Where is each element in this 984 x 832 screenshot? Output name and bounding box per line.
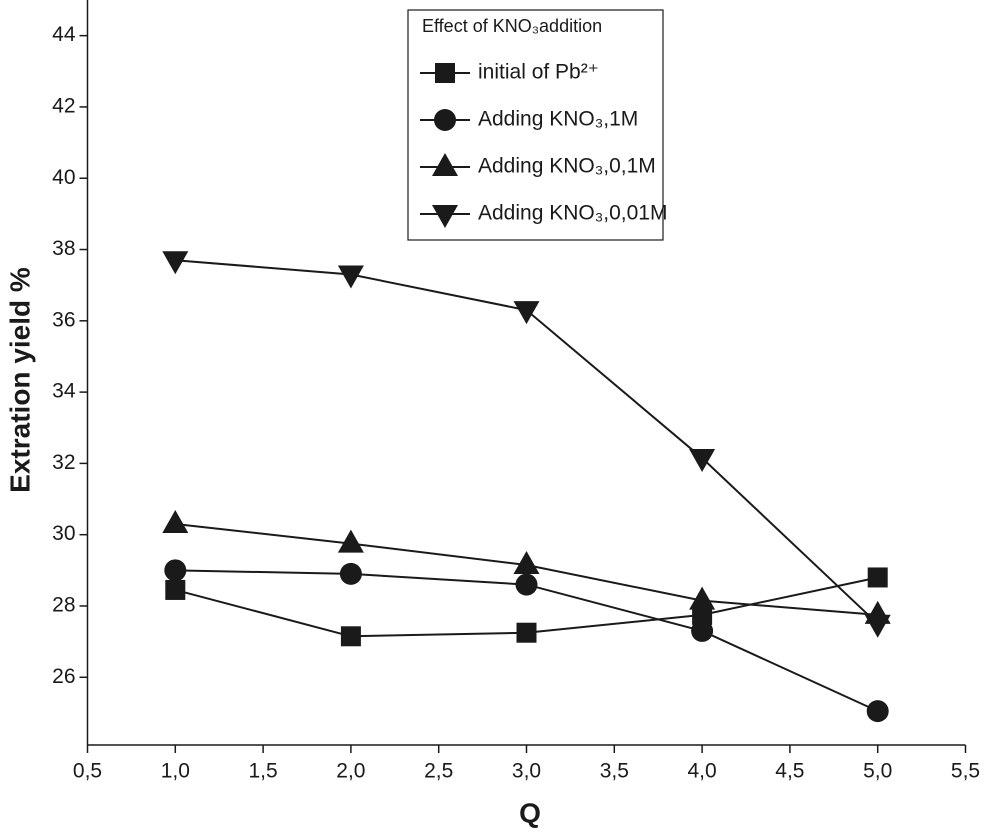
x-tick-label: 2,5 [424,760,453,783]
x-tick-label: 3,0 [512,760,541,783]
marker [513,550,540,574]
marker [691,619,714,642]
legend-label: Adding KNO₃,0,01M [478,202,667,225]
marker [513,301,540,325]
x-axis-label: Q [519,797,541,828]
x-tick-label: 1,0 [161,760,190,783]
x-tick-label: 4,5 [775,760,804,783]
x-tick-label: 2,0 [336,760,365,783]
y-tick-label: 42 [52,94,75,117]
marker [864,614,891,638]
legend-label: Adding KNO₃,0,1M [478,155,656,178]
marker [162,251,189,275]
y-tick-label: 38 [52,237,75,260]
y-tick-label: 40 [52,166,75,189]
marker [867,567,888,588]
x-tick-label: 5,0 [863,760,892,783]
legend-marker [432,153,458,176]
marker [689,586,716,610]
marker [162,509,189,533]
marker [337,265,364,289]
marker [340,626,361,647]
x-tick-label: 1,5 [248,760,277,783]
y-axis-label: Extration yield % [4,267,35,493]
y-tick-label: 30 [52,522,75,545]
marker [689,449,716,473]
x-tick-label: 4,0 [687,760,716,783]
legend-label: Adding KNO₃,1M [478,108,638,131]
legend-marker [435,63,455,83]
marker [866,700,889,723]
y-tick-label: 28 [52,594,75,617]
legend-marker [432,205,458,228]
y-tick-label: 36 [52,308,75,331]
marker [692,604,713,625]
legend-title: Effect of KNO₃addition [422,16,602,36]
x-tick-label: 0,5 [73,760,102,783]
marker [164,559,187,582]
y-tick-label: 26 [52,665,75,688]
legend-marker [434,109,456,131]
y-tick-label: 44 [52,23,76,46]
y-tick-label: 32 [52,451,75,474]
x-tick-label: 5,5 [951,760,980,783]
marker [515,573,538,596]
marker [337,529,364,553]
legend-label: initial of Pb²⁺ [478,61,599,84]
x-tick-label: 3,5 [600,760,629,783]
marker [165,579,186,600]
y-tick-label: 34 [52,380,76,403]
marker [516,622,537,643]
marker [339,562,362,585]
